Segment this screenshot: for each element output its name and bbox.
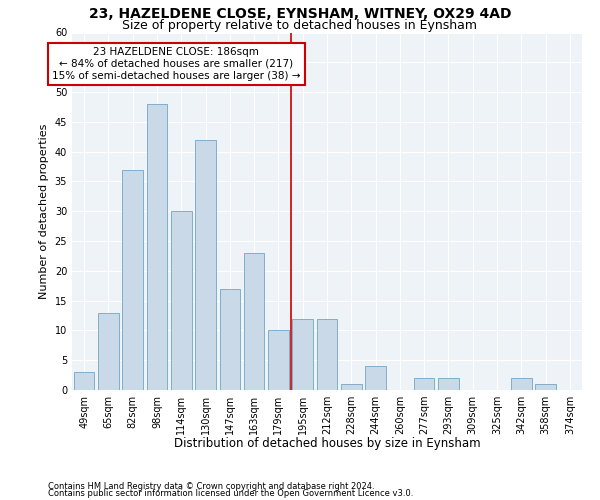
Bar bbox=[317, 318, 337, 390]
Text: Size of property relative to detached houses in Eynsham: Size of property relative to detached ho… bbox=[122, 18, 478, 32]
Bar bbox=[414, 378, 434, 390]
Bar bbox=[220, 288, 240, 390]
Text: Contains HM Land Registry data © Crown copyright and database right 2024.: Contains HM Land Registry data © Crown c… bbox=[48, 482, 374, 491]
Bar bbox=[98, 312, 119, 390]
Bar bbox=[171, 211, 191, 390]
Y-axis label: Number of detached properties: Number of detached properties bbox=[39, 124, 49, 299]
Text: 23, HAZELDENE CLOSE, EYNSHAM, WITNEY, OX29 4AD: 23, HAZELDENE CLOSE, EYNSHAM, WITNEY, OX… bbox=[89, 8, 511, 22]
Bar bbox=[292, 318, 313, 390]
Bar bbox=[438, 378, 459, 390]
Text: 23 HAZELDENE CLOSE: 186sqm
← 84% of detached houses are smaller (217)
15% of sem: 23 HAZELDENE CLOSE: 186sqm ← 84% of deta… bbox=[52, 48, 301, 80]
Bar bbox=[74, 372, 94, 390]
Bar bbox=[268, 330, 289, 390]
Bar bbox=[244, 253, 265, 390]
Bar bbox=[195, 140, 216, 390]
Bar bbox=[146, 104, 167, 390]
Bar bbox=[365, 366, 386, 390]
Bar bbox=[122, 170, 143, 390]
Bar bbox=[511, 378, 532, 390]
X-axis label: Distribution of detached houses by size in Eynsham: Distribution of detached houses by size … bbox=[173, 437, 481, 450]
Bar bbox=[341, 384, 362, 390]
Text: Contains public sector information licensed under the Open Government Licence v3: Contains public sector information licen… bbox=[48, 489, 413, 498]
Bar bbox=[535, 384, 556, 390]
